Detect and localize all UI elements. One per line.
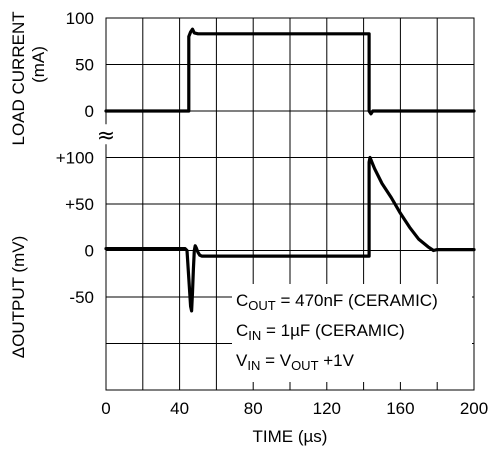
series-lines [104, 27, 476, 313]
annotation-line: COUT = 470nF (CERAMIC) [236, 291, 438, 313]
annotation-block: COUT = 470nF (CERAMIC) CIN = 1µF (CERAMIC… [232, 284, 472, 382]
y-tick-label-output: +50 [65, 195, 94, 214]
y-axis-label-current-line2: (mA) [29, 46, 48, 83]
annotation-background [232, 284, 472, 382]
series-line-current [104, 27, 476, 116]
y-tick-label-current: 0 [85, 102, 94, 121]
annotation-line: CIN = 1µF (CERAMIC) [236, 321, 405, 343]
plot-frame [105, 17, 475, 391]
y-tick-label-current: 50 [75, 56, 94, 75]
y-tick-label-output: -50 [69, 288, 94, 307]
y-tick-label-current: 100 [66, 9, 94, 28]
x-tick-label: 120 [313, 399, 341, 418]
x-tick-label: 40 [170, 399, 189, 418]
annotation-line: VIN = VOUT +1V [236, 351, 355, 373]
y-tick-label-output: 0 [85, 242, 94, 261]
x-axis-label: TIME (µs) [253, 427, 328, 446]
x-tick-label: 0 [101, 399, 110, 418]
x-tick-label: 200 [460, 399, 488, 418]
x-tick-label: 160 [386, 399, 414, 418]
tick-labels: 0 40 80 120 160 200 0 50 100 +100 +50 0 -50 [56, 9, 488, 418]
axis-break-symbol: ≈ [97, 123, 115, 148]
y-tick-label-output: +100 [56, 149, 94, 168]
axis-break-mask [94, 124, 118, 145]
series-line-output [104, 155, 476, 313]
y-axis-label-output: ΔOUTPUT (mV) [9, 236, 28, 358]
y-axis-label-current-line1: LOAD CURRENT [9, 11, 28, 145]
x-tick-label: 80 [244, 399, 263, 418]
